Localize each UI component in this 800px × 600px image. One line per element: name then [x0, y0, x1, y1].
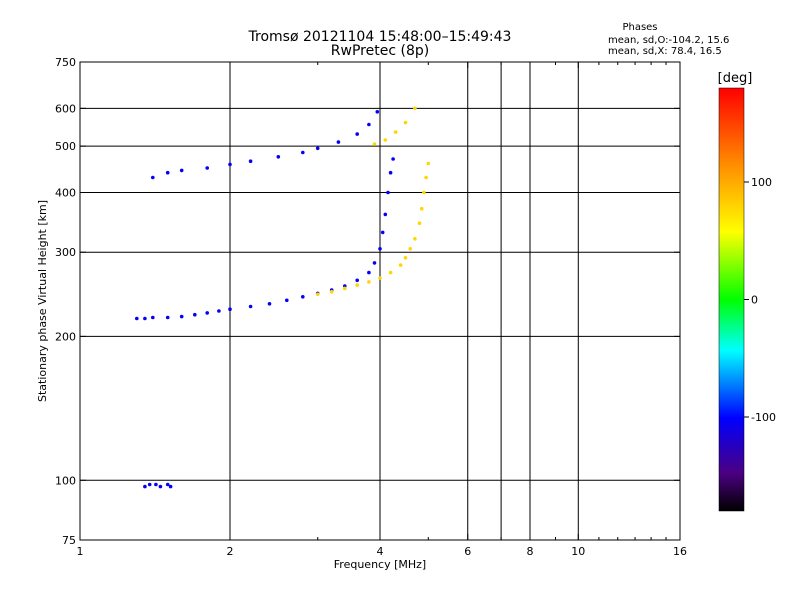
data-point	[367, 280, 371, 284]
data-point	[355, 132, 360, 136]
data-point	[179, 314, 184, 319]
chart-subtitle: RwPretec (8p)	[331, 43, 429, 59]
data-point	[336, 140, 341, 144]
data-point	[151, 175, 155, 180]
x-tick-label: 10	[571, 545, 585, 558]
x-axis-label: Frequency [MHz]	[334, 558, 426, 571]
data-point	[388, 270, 393, 275]
data-point	[205, 166, 209, 170]
data-point	[168, 484, 173, 489]
data-point	[165, 482, 170, 487]
data-point	[380, 230, 385, 235]
data-point	[372, 261, 377, 265]
y-tick-label: 75	[62, 534, 76, 547]
data-point	[378, 247, 382, 251]
y-tick-label: 500	[55, 140, 76, 153]
data-point	[343, 286, 347, 291]
colorbar-ticks: 100 0 -100	[744, 176, 776, 424]
data-point	[367, 270, 371, 275]
data-point	[355, 278, 360, 283]
y-tick-label: 750	[55, 56, 76, 69]
data-point	[417, 221, 422, 225]
data-point	[315, 146, 320, 151]
data-point	[301, 295, 305, 299]
data-point	[422, 190, 426, 195]
data-point	[228, 307, 232, 312]
data-point	[143, 316, 147, 321]
data-point	[179, 168, 184, 173]
data-point	[193, 312, 197, 317]
data-point	[248, 304, 253, 309]
data-point	[391, 157, 395, 161]
y-tick-label: 100	[55, 474, 76, 487]
data-point	[276, 155, 281, 159]
data-point	[383, 138, 388, 142]
chart-title: Tromsø 20121104 15:48:00–15:49:43	[248, 29, 512, 45]
x-tick-label: 4	[377, 545, 384, 558]
data-point	[301, 150, 305, 155]
data-point	[205, 311, 209, 315]
colorbar-label: [deg]	[718, 71, 753, 86]
data-point	[367, 122, 371, 127]
data-point	[375, 110, 380, 114]
colorbar-tick-label: 0	[751, 294, 758, 307]
legend-line-x: mean, sd,X: 78.4, 16.5	[608, 46, 722, 57]
x-tick-label: 16	[673, 545, 687, 558]
data-point	[413, 237, 417, 241]
colorbar-tick-label: -100	[751, 411, 776, 424]
data-point	[355, 283, 360, 287]
data-point	[154, 482, 158, 487]
data-point	[408, 247, 413, 251]
axis-ticks: 1 2 4 6 8 10 16 75 100 200 300 400 500 600 750	[55, 56, 687, 558]
y-tick-label: 200	[55, 330, 76, 343]
data-point	[248, 159, 253, 163]
x-tick-label: 1	[77, 545, 84, 558]
colorbar	[718, 87, 745, 512]
data-point	[426, 161, 431, 166]
colorbar-tick-label: 100	[751, 176, 772, 189]
data-point	[393, 130, 398, 134]
data-point	[403, 255, 408, 260]
data-point	[165, 315, 170, 320]
x-tick-label: 2	[227, 545, 234, 558]
y-axis-label: Stationary phase Virtual Height [km]	[36, 200, 49, 402]
data-point	[329, 289, 334, 294]
data-point	[403, 120, 408, 125]
data-point	[378, 276, 382, 280]
data-points	[135, 106, 431, 489]
data-point	[372, 142, 377, 146]
data-point	[135, 316, 139, 321]
legend-line-o: mean, sd,O:-104.2, 15.6	[608, 35, 729, 46]
data-point	[285, 298, 289, 303]
data-point	[424, 175, 428, 180]
x-tick-label: 8	[527, 545, 534, 558]
data-point	[386, 190, 390, 195]
data-point	[383, 212, 388, 217]
data-point	[147, 482, 152, 487]
legend-title: Phases	[622, 22, 657, 33]
data-point	[151, 315, 155, 320]
x-tick-label: 6	[464, 545, 471, 558]
y-tick-label: 400	[55, 186, 76, 199]
y-tick-label: 600	[55, 102, 76, 115]
data-point	[217, 309, 221, 313]
y-tick-label: 300	[55, 246, 76, 259]
data-point	[228, 162, 232, 167]
data-point	[267, 302, 272, 306]
data-point	[165, 170, 170, 175]
data-point	[143, 484, 147, 489]
data-point	[398, 263, 403, 267]
data-point	[413, 106, 417, 111]
grid	[80, 62, 680, 540]
data-point	[158, 484, 163, 489]
data-point	[419, 206, 424, 211]
data-point	[388, 170, 393, 175]
data-point	[315, 292, 320, 297]
